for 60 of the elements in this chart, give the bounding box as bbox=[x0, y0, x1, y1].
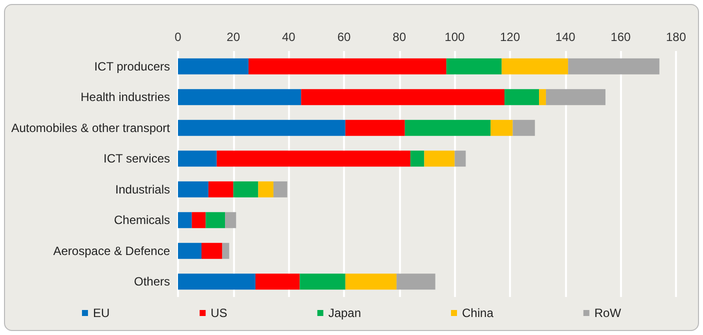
bar bbox=[202, 242, 222, 259]
y-tick-label: Industrials bbox=[115, 182, 170, 196]
x-tick-label: 20 bbox=[226, 30, 240, 44]
legend-label: US bbox=[210, 306, 228, 320]
bar bbox=[454, 150, 466, 167]
bar bbox=[178, 58, 249, 74]
x-tick-label: 160 bbox=[610, 30, 631, 44]
x-tick-label: 180 bbox=[666, 30, 686, 44]
bar bbox=[300, 274, 346, 290]
bar bbox=[502, 58, 568, 74]
bar bbox=[255, 274, 300, 290]
bar bbox=[178, 150, 217, 167]
y-tick-label: Others bbox=[134, 274, 170, 289]
bar bbox=[504, 89, 540, 106]
x-tick-label: 80 bbox=[392, 30, 406, 44]
bar bbox=[225, 212, 236, 228]
bar bbox=[208, 181, 234, 198]
y-tick-label: Health industries bbox=[80, 90, 170, 104]
bar bbox=[248, 58, 446, 74]
bar bbox=[512, 120, 535, 136]
x-tick-label: 60 bbox=[337, 30, 351, 44]
bar bbox=[178, 120, 346, 136]
bar bbox=[546, 89, 606, 106]
bar bbox=[396, 274, 436, 290]
legend-label: Japan bbox=[328, 306, 362, 320]
bar bbox=[490, 120, 513, 136]
bar bbox=[178, 181, 208, 198]
bar bbox=[345, 120, 405, 136]
bar bbox=[216, 150, 410, 167]
x-tick-label: 40 bbox=[282, 30, 296, 44]
y-tick-label: Chemicals bbox=[114, 213, 170, 228]
bar bbox=[206, 212, 226, 228]
bar bbox=[178, 212, 192, 228]
bar bbox=[258, 181, 274, 198]
y-tick-label: Automobiles & other transport bbox=[11, 120, 171, 135]
bar bbox=[345, 274, 397, 290]
bar bbox=[404, 120, 491, 136]
legend-label: China bbox=[462, 306, 494, 320]
bar bbox=[178, 242, 202, 259]
bar bbox=[539, 89, 546, 106]
legend-label: RoW bbox=[594, 306, 622, 320]
bar bbox=[222, 242, 230, 259]
y-tick-label: Aerospace & Defence bbox=[53, 244, 170, 258]
bar bbox=[424, 150, 455, 167]
bar bbox=[273, 181, 288, 198]
bar bbox=[446, 58, 502, 74]
bar bbox=[233, 181, 258, 198]
x-tick-label: 0 bbox=[174, 30, 182, 44]
x-tick-label: 140 bbox=[555, 30, 576, 44]
x-tick-label: 120 bbox=[500, 30, 520, 44]
bar bbox=[301, 89, 504, 106]
y-tick-label: ICT producers bbox=[94, 59, 170, 74]
bar bbox=[410, 150, 424, 167]
x-tick-label: 100 bbox=[444, 30, 465, 44]
legend-label: EU bbox=[92, 306, 110, 320]
y-tick-label: ICT services bbox=[104, 152, 170, 166]
bar bbox=[178, 274, 256, 290]
bar bbox=[568, 58, 660, 74]
bar bbox=[192, 212, 206, 228]
bar bbox=[178, 89, 302, 106]
